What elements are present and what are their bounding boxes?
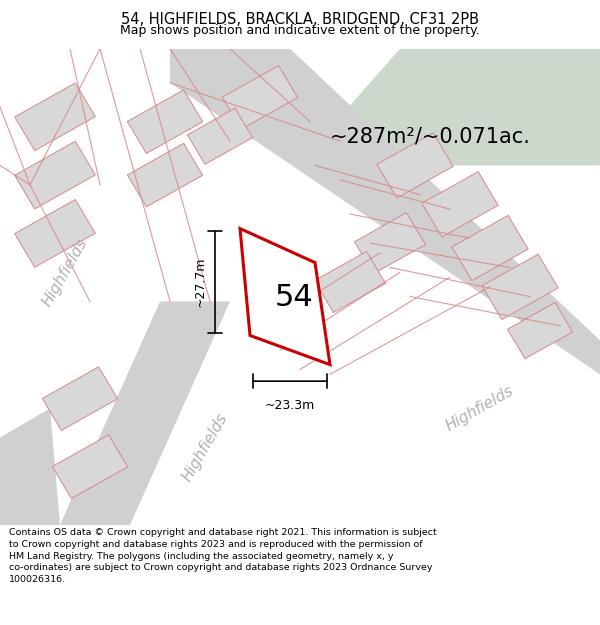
Text: ~23.3m: ~23.3m bbox=[265, 399, 315, 412]
Polygon shape bbox=[223, 66, 298, 129]
Text: ~287m²/~0.071ac.: ~287m²/~0.071ac. bbox=[330, 126, 531, 146]
Text: Highfields: Highfields bbox=[179, 411, 230, 484]
Text: Map shows position and indicative extent of the property.: Map shows position and indicative extent… bbox=[120, 24, 480, 36]
Polygon shape bbox=[187, 108, 253, 164]
Text: 54: 54 bbox=[274, 283, 313, 312]
Polygon shape bbox=[14, 83, 95, 151]
Polygon shape bbox=[240, 229, 330, 364]
Polygon shape bbox=[0, 408, 60, 525]
Text: ~27.7m: ~27.7m bbox=[194, 257, 207, 308]
Text: Highfields: Highfields bbox=[40, 236, 91, 309]
Polygon shape bbox=[422, 172, 498, 237]
Polygon shape bbox=[14, 199, 95, 268]
Polygon shape bbox=[314, 251, 385, 312]
Polygon shape bbox=[127, 143, 203, 207]
Polygon shape bbox=[482, 254, 558, 319]
Polygon shape bbox=[355, 213, 425, 274]
Text: Highfields: Highfields bbox=[443, 383, 517, 434]
Polygon shape bbox=[14, 141, 95, 209]
Polygon shape bbox=[170, 49, 600, 374]
Polygon shape bbox=[508, 302, 572, 359]
Text: Contains OS data © Crown copyright and database right 2021. This information is : Contains OS data © Crown copyright and d… bbox=[9, 528, 437, 584]
Text: 54, HIGHFIELDS, BRACKLA, BRIDGEND, CF31 2PB: 54, HIGHFIELDS, BRACKLA, BRIDGEND, CF31 … bbox=[121, 12, 479, 27]
Polygon shape bbox=[452, 216, 528, 281]
Polygon shape bbox=[52, 435, 128, 499]
Polygon shape bbox=[377, 132, 453, 198]
Polygon shape bbox=[340, 49, 600, 166]
Polygon shape bbox=[127, 90, 203, 153]
Polygon shape bbox=[43, 367, 118, 431]
Polygon shape bbox=[60, 301, 230, 525]
